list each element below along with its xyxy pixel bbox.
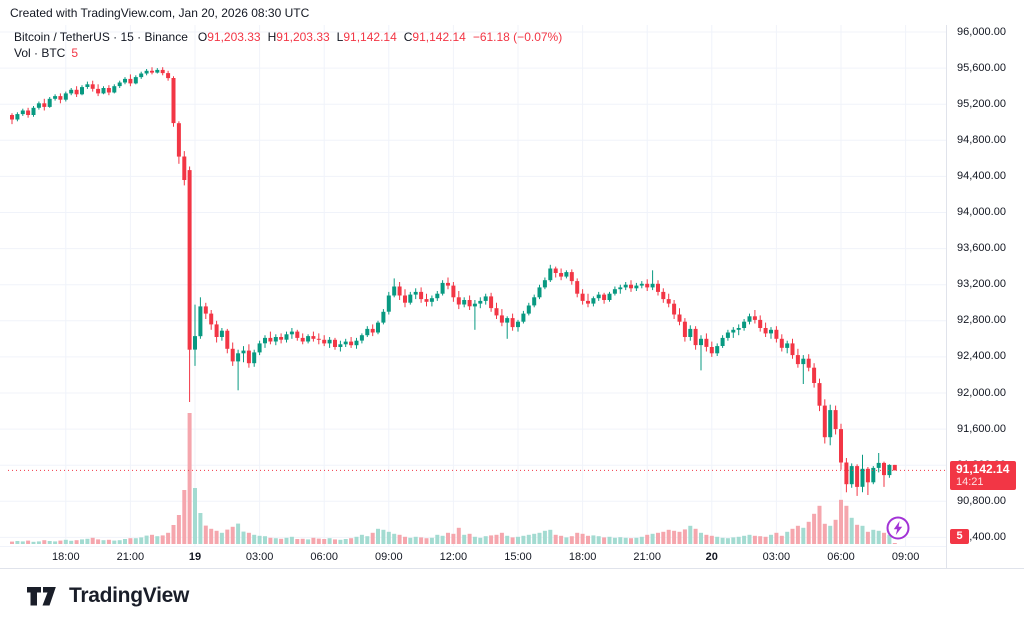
- time-axis-label: 21:00: [633, 551, 661, 563]
- price-axis-label: 96,000.00: [957, 25, 1006, 38]
- price-axis-label: 91,600.00: [957, 422, 1006, 435]
- grid-horizontal: [0, 31, 946, 538]
- price-axis-label: 90,800.00: [957, 494, 1006, 507]
- last-price-label: 91,142.14 14:21: [950, 460, 1016, 490]
- price-axis-label: 94,000.00: [957, 206, 1006, 218]
- volume-study-label[interactable]: Vol · BTC: [14, 46, 66, 60]
- price-axis-label: 93,600.00: [957, 242, 1006, 255]
- price-axis-label: 92,800.00: [957, 314, 1006, 327]
- legend-row-volume: Vol · BTC 5: [14, 46, 562, 61]
- price-axis-label: 94,800.00: [957, 133, 1006, 146]
- time-axis-label: 21:00: [116, 551, 145, 563]
- time-axis[interactable]: 18:00 21:00 19 03:00 06:00 09:00 12:00 15:00 18:…: [0, 547, 946, 568]
- time-axis-label: 20: [705, 551, 718, 563]
- time-axis-label: 03:00: [245, 551, 274, 563]
- ohlc-low: L91,142.14: [336, 30, 397, 44]
- time-axis-label: 18:00: [568, 551, 597, 563]
- tradingview-logo-mark: [27, 586, 56, 605]
- time-axis-label: 09:00: [375, 551, 403, 563]
- time-axis-label: 09:00: [891, 551, 920, 563]
- ohlc-close: C91,142.14: [403, 30, 466, 44]
- attribution-text: Created with TradingView.com, Jan 20, 20…: [10, 6, 310, 20]
- price-axis-label: 93,200.00: [957, 278, 1006, 291]
- candle-series: [10, 67, 897, 496]
- price-axis-label: 95,200.00: [957, 97, 1006, 110]
- volume-series: [10, 413, 897, 544]
- price-axis-label: 92,400.00: [957, 350, 1006, 363]
- time-axis-label: 15:00: [504, 551, 532, 563]
- ohlc-open: O91,203.33: [197, 30, 261, 44]
- boost-lightning-icon[interactable]: [885, 515, 911, 541]
- legend-row-symbol: Bitcoin / TetherUS · 15 · Binance O91,20…: [14, 30, 562, 45]
- price-change: −61.18 (−0.07%): [472, 30, 563, 44]
- ohlc-high: H91,203.33: [267, 30, 330, 44]
- bar-countdown: 14:21: [956, 475, 984, 488]
- time-axis-label: 06:00: [310, 551, 338, 563]
- price-axis-label: 90,400.00: [957, 530, 1006, 543]
- axis-borders: [0, 25, 1024, 569]
- volume-axis-badge: 5: [950, 529, 969, 544]
- time-axis-label: 12:00: [439, 551, 468, 563]
- volume-study-value: 5: [71, 46, 79, 60]
- symbol-title[interactable]: Bitcoin / TetherUS · 15 · Binance: [14, 30, 188, 44]
- price-axis-label: 95,600.00: [957, 61, 1006, 74]
- tradingview-logo[interactable]: TradingView: [27, 584, 189, 608]
- time-axis-label: 03:00: [762, 551, 791, 563]
- last-price-value: 91,142.14: [956, 461, 1010, 476]
- time-axis-label: 19: [188, 551, 202, 563]
- tradingview-logo-text: TradingView: [69, 584, 190, 607]
- price-axis-label: 94,400.00: [957, 169, 1006, 182]
- grid-vertical: [65, 25, 907, 546]
- legend: Bitcoin / TetherUS · 15 · Binance O91,20…: [14, 30, 562, 61]
- time-axis-label: 06:00: [827, 551, 855, 563]
- price-axis-label: 92,000.00: [957, 386, 1006, 399]
- time-axis-label: 18:00: [52, 551, 80, 563]
